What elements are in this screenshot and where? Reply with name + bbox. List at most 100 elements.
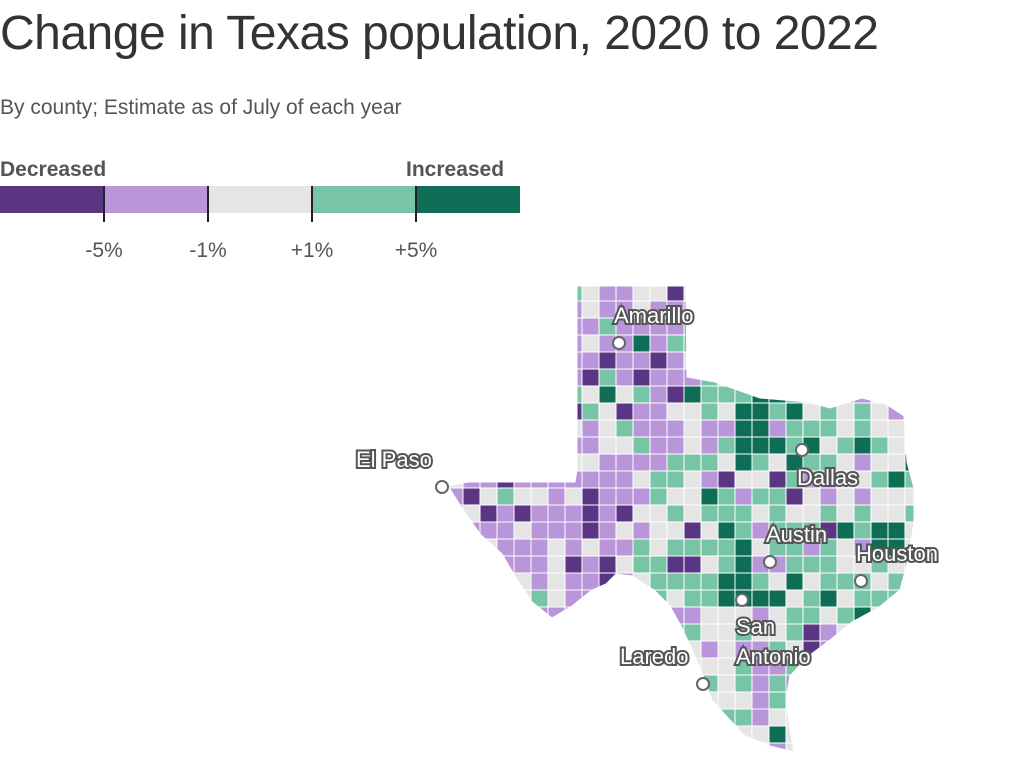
county-cell (853, 286, 872, 302)
county-cell (448, 436, 464, 455)
county-cell (683, 555, 702, 574)
county-cell (530, 589, 549, 608)
county-cell (496, 725, 515, 744)
county-cell (853, 623, 872, 642)
county-cell (717, 606, 736, 625)
county-cell (700, 742, 719, 752)
county-cell (751, 317, 770, 336)
county-cell (717, 725, 736, 744)
county-cell (598, 385, 617, 404)
county-cell (564, 419, 583, 438)
city-marker-laredo (696, 677, 710, 691)
county-cell (802, 300, 821, 319)
county-cell (632, 606, 651, 625)
county-cell (802, 555, 821, 574)
legend-swatch-increase (312, 186, 416, 213)
county-cell (547, 368, 566, 387)
county-cell (853, 368, 872, 387)
county-cell (448, 742, 464, 752)
county-cell (683, 572, 702, 591)
county-cell (870, 402, 889, 421)
county-cell (496, 538, 515, 557)
county-cell (700, 708, 719, 727)
county-cell (819, 572, 838, 591)
county-cell (496, 300, 515, 319)
county-cell (581, 674, 600, 693)
county-cell (836, 368, 855, 387)
county-cell (564, 487, 583, 506)
county-cell (734, 555, 753, 574)
county-cell (513, 521, 532, 540)
county-cell (513, 385, 532, 404)
county-cell (785, 368, 804, 387)
county-cell (768, 453, 787, 472)
county-cell (547, 538, 566, 557)
county-cell (666, 453, 685, 472)
county-cell (683, 402, 702, 421)
county-cell (785, 286, 804, 302)
county-cell (802, 572, 821, 591)
county-cell (479, 487, 498, 506)
county-cell (649, 504, 668, 523)
county-cell (768, 286, 787, 302)
county-cell (496, 623, 515, 642)
county-cell (870, 691, 889, 710)
county-cell (853, 725, 872, 744)
county-cell (887, 691, 906, 710)
county-cell (734, 286, 753, 302)
county-cell (632, 674, 651, 693)
county-cell (448, 521, 464, 540)
county-cell (547, 640, 566, 659)
county-cell (683, 504, 702, 523)
county-cell (462, 742, 481, 752)
county-cell (462, 708, 481, 727)
county-cell (870, 606, 889, 625)
county-cell (904, 351, 914, 370)
county-cell (598, 640, 617, 659)
county-cell (836, 419, 855, 438)
county-cell (649, 589, 668, 608)
county-cell (870, 334, 889, 353)
county-cell (649, 725, 668, 744)
county-cell (448, 402, 464, 421)
county-cell (785, 606, 804, 625)
county-cell (734, 453, 753, 472)
county-cell (870, 589, 889, 608)
county-cell (887, 453, 906, 472)
county-cell (462, 657, 481, 676)
county-cell (904, 674, 914, 693)
county-cell (870, 725, 889, 744)
county-cell (598, 419, 617, 438)
county-cell (547, 300, 566, 319)
county-cell (751, 368, 770, 387)
county-cell (462, 453, 481, 472)
county-cell (700, 470, 719, 489)
county-cell (513, 436, 532, 455)
legend-tick-label: -5% (85, 239, 123, 262)
county-cell (768, 708, 787, 727)
county-cell (768, 742, 787, 752)
county-cell (479, 419, 498, 438)
county-cell (462, 640, 481, 659)
county-cell (513, 419, 532, 438)
county-cell (632, 334, 651, 353)
county-cell (666, 334, 685, 353)
county-cell (581, 402, 600, 421)
county-cell (700, 300, 719, 319)
county-cell (802, 334, 821, 353)
county-cell (479, 657, 498, 676)
county-cell (598, 351, 617, 370)
county-cell (581, 691, 600, 710)
county-cell (547, 674, 566, 693)
county-cell (666, 674, 685, 693)
county-cell (734, 708, 753, 727)
county-cell (734, 487, 753, 506)
county-cell (853, 589, 872, 608)
county-cell (448, 623, 464, 642)
county-cell (904, 436, 914, 455)
county-cell (836, 286, 855, 302)
county-cell (632, 402, 651, 421)
county-cell (734, 691, 753, 710)
county-cell (666, 589, 685, 608)
county-cell (785, 691, 804, 710)
